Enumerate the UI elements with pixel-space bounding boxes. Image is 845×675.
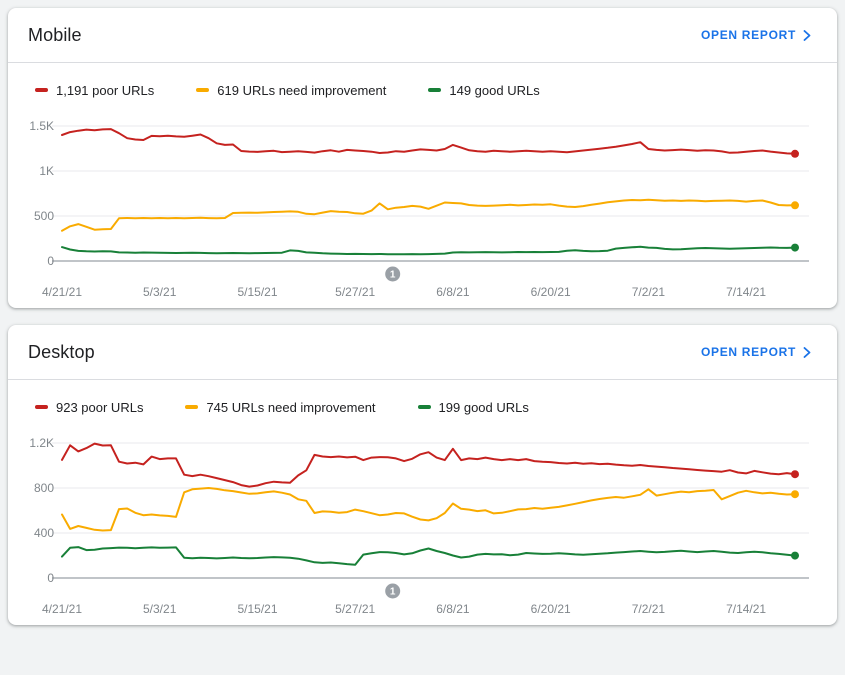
open-report-label: OPEN REPORT: [700, 345, 796, 359]
x-axis-tick-label: 5/3/21: [143, 285, 177, 299]
desktop-urls-trend-chart: 0 400 800 1.2K 4/21/21 5/3/21 5/15/21 5/27/21 6/…: [8, 425, 837, 625]
y-axis-tick-label: 500: [34, 209, 54, 223]
x-axis-tick-label: 5/27/21: [335, 285, 375, 299]
line-chart-canvas: 0 400 800 1.2K 4/21/21 5/3/21 5/15/21 5/27/21 6/…: [29, 436, 809, 616]
card-title-desktop: Desktop: [28, 341, 95, 362]
line-chart-canvas: 0 500 1K 1.5K 4/21/21 5/3/21 5/15/21 5/27/21 6/8…: [29, 119, 809, 299]
x-axis-tick-label: 5/15/21: [237, 285, 277, 299]
legend-label-good: 199 good URLs: [438, 399, 529, 415]
x-axis-tick-label: 6/20/21: [531, 285, 571, 299]
good-line: [61, 245, 796, 256]
x-axis-tick-label: 4/21/21: [42, 285, 82, 299]
core-web-vitals-overview: Mobile OPEN REPORT 1,191 poor URLs 619 U…: [8, 8, 837, 625]
x-axis-tick-label: 7/2/21: [632, 285, 666, 299]
legend-item-poor: 1,191 poor URLs: [35, 83, 154, 98]
open-report-label: OPEN REPORT: [700, 28, 796, 42]
legend-item-good: 149 good URLs: [428, 82, 540, 98]
mobile-urls-trend-chart: 0 500 1K 1.5K 4/21/21 5/3/21 5/15/21 5/27/21 6/8…: [8, 108, 837, 308]
legend-label-needs-improvement: 619 URLs need improvement: [217, 82, 387, 98]
y-axis-tick-label: 1K: [39, 164, 54, 178]
legend-label-needs-improvement: 745 URLs need improvement: [206, 399, 376, 415]
y-axis-tick-label: 0: [47, 254, 54, 268]
card-title-mobile: Mobile: [28, 24, 82, 45]
x-axis-tick-label: 5/15/21: [237, 602, 277, 616]
poor-series-dash-icon: [35, 88, 48, 92]
good-endpoint-dot: [791, 243, 799, 252]
x-axis-tick-label: 5/27/21: [335, 602, 375, 616]
needs-improvement-line: [61, 198, 796, 232]
legend-label-poor: 1,191 poor URLs: [56, 82, 155, 98]
legend-label-good: 149 good URLs: [449, 82, 540, 98]
y-axis-tick-label: 800: [34, 481, 54, 495]
open-report-link-desktop[interactable]: OPEN REPORT: [701, 345, 811, 359]
poor-series-dash-icon: [35, 405, 48, 409]
y-axis-tick-label: 0: [47, 571, 54, 585]
annotation-number: 1: [390, 587, 396, 598]
legend-item-poor: 923 poor URLs: [35, 400, 143, 415]
annotation-marker-1[interactable]: 1: [385, 266, 401, 282]
mobile-card-header: Mobile OPEN REPORT: [8, 8, 837, 63]
annotation-circle[interactable]: [385, 266, 401, 282]
annotation-marker-1[interactable]: 1: [385, 583, 401, 599]
desktop-card-header: Desktop OPEN REPORT: [8, 325, 837, 380]
legend-item-needs-improvement: 745 URLs need improvement: [185, 399, 376, 415]
y-axis-tick-label: 1.2K: [29, 436, 54, 450]
x-axis-tick-label: 7/14/21: [726, 285, 766, 299]
annotation-number: 1: [390, 270, 396, 281]
chevron-right-icon: [803, 346, 811, 358]
x-axis-tick-label: 6/8/21: [436, 285, 470, 299]
x-axis-tick-label: 4/21/21: [42, 602, 82, 616]
needs-improvement-line: [61, 487, 796, 532]
needs-improvement-endpoint-dot: [791, 490, 799, 499]
needs-improvement-endpoint-dot: [791, 201, 799, 210]
legend-label-poor: 923 poor URLs: [56, 399, 144, 415]
x-axis-tick-label: 5/3/21: [143, 602, 177, 616]
poor-line: [61, 128, 796, 155]
legend-item-good: 199 good URLs: [417, 399, 529, 415]
y-axis-tick-label: 1.5K: [29, 119, 54, 133]
needs-improvement-series-dash-icon: [185, 405, 199, 409]
needs-improvement-series-dash-icon: [196, 88, 210, 92]
desktop-card: Desktop OPEN REPORT 923 poor URLs 745 UR…: [8, 325, 837, 625]
good-series-dash-icon: [417, 405, 431, 409]
poor-line: [61, 442, 796, 488]
legend-mobile: 1,191 poor URLs 619 URLs need improvemen…: [8, 63, 837, 108]
open-report-link-mobile[interactable]: OPEN REPORT: [701, 28, 811, 42]
x-axis-tick-label: 6/20/21: [531, 602, 571, 616]
annotation-circle[interactable]: [385, 583, 401, 599]
x-axis-tick-label: 6/8/21: [436, 602, 470, 616]
y-axis-tick-label: 400: [34, 526, 54, 540]
poor-endpoint-dot: [791, 149, 799, 158]
legend-item-needs-improvement: 619 URLs need improvement: [196, 83, 386, 98]
mobile-card: Mobile OPEN REPORT 1,191 poor URLs 619 U…: [8, 8, 837, 308]
legend-desktop: 923 poor URLs 745 URLs need improvement …: [8, 380, 837, 425]
x-axis-tick-label: 7/2/21: [632, 602, 666, 616]
chevron-right-icon: [803, 29, 811, 41]
x-axis-tick-label: 7/14/21: [726, 602, 766, 616]
good-line: [61, 546, 796, 566]
good-endpoint-dot: [791, 551, 799, 560]
poor-endpoint-dot: [791, 470, 799, 479]
good-series-dash-icon: [428, 88, 442, 92]
